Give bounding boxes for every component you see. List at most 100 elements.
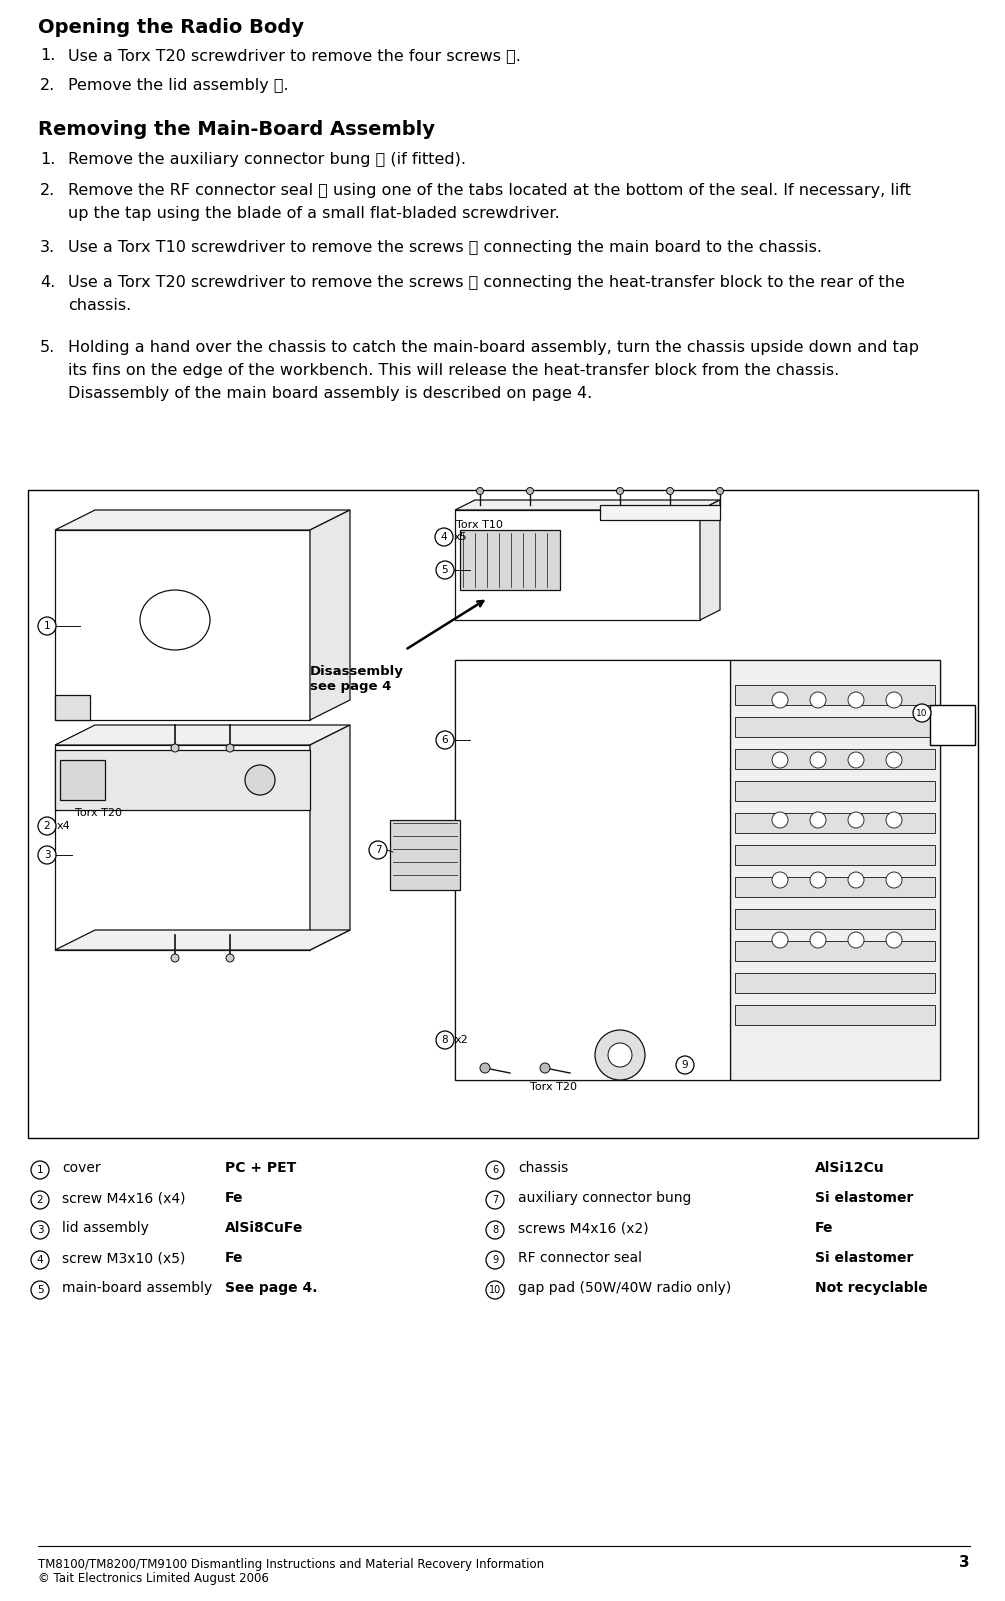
Circle shape [886,812,902,828]
Text: 1.: 1. [40,152,55,167]
Text: 8: 8 [441,1034,448,1045]
Text: 1.: 1. [40,48,55,62]
Circle shape [38,817,56,836]
Circle shape [476,487,483,495]
Circle shape [810,752,826,768]
Circle shape [245,765,275,796]
Text: AlSi12Cu: AlSi12Cu [815,1161,884,1175]
Ellipse shape [140,591,210,650]
Polygon shape [735,813,935,833]
Circle shape [848,932,864,948]
Text: Opening the Radio Body: Opening the Radio Body [38,18,304,37]
Circle shape [913,704,931,722]
Text: Si elastomer: Si elastomer [815,1191,914,1206]
Text: 4.: 4. [40,275,55,290]
Text: 9: 9 [491,1255,498,1265]
Text: up the tap using the blade of a small flat-bladed screwdriver.: up the tap using the blade of a small fl… [68,207,560,221]
Text: See page 4.: See page 4. [225,1281,318,1295]
Circle shape [772,812,788,828]
Text: 6: 6 [491,1166,498,1175]
Polygon shape [460,530,560,591]
Polygon shape [735,781,935,800]
Circle shape [527,487,534,495]
Circle shape [436,560,454,580]
Circle shape [595,1029,645,1081]
Text: Disassembly
see page 4: Disassembly see page 4 [310,664,404,693]
Polygon shape [735,717,935,736]
Text: TM8100/TM8200/TM9100 Dismantling Instructions and Material Recovery Information: TM8100/TM8200/TM9100 Dismantling Instruc… [38,1558,544,1571]
Polygon shape [735,685,935,704]
Text: Si elastomer: Si elastomer [815,1250,914,1265]
Text: screw M3x10 (x5): screw M3x10 (x5) [62,1250,185,1265]
Text: chassis: chassis [518,1161,568,1175]
Circle shape [486,1222,504,1239]
Text: 5: 5 [441,565,448,575]
Circle shape [848,692,864,708]
Text: 3.: 3. [40,240,55,255]
Circle shape [226,744,234,752]
Text: 3: 3 [37,1225,43,1234]
Text: 7: 7 [375,845,381,855]
Text: screw M4x16 (x4): screw M4x16 (x4) [62,1191,186,1206]
Text: cover: cover [62,1161,100,1175]
Polygon shape [735,877,935,897]
Text: 2.: 2. [40,78,55,93]
Text: Use a Torx T20 screwdriver to remove the screws ⓗ connecting the heat-transfer b: Use a Torx T20 screwdriver to remove the… [68,275,905,290]
Text: Remove the auxiliary connector bung ⓖ (if fitted).: Remove the auxiliary connector bung ⓖ (i… [68,152,466,167]
Circle shape [848,812,864,828]
Polygon shape [600,504,720,520]
Text: 4: 4 [37,1255,43,1265]
Text: x5: x5 [454,532,467,543]
Circle shape [810,812,826,828]
Polygon shape [55,530,310,720]
Text: 5.: 5. [40,339,55,355]
Bar [930,704,975,744]
Text: 50W: 50W [932,717,955,727]
Polygon shape [735,941,935,961]
Text: gap pad (50W/40W radio only): gap pad (50W/40W radio only) [518,1281,732,1295]
Circle shape [810,692,826,708]
Circle shape [436,732,454,749]
Circle shape [31,1222,49,1239]
Text: 2: 2 [37,1194,43,1206]
Circle shape [171,744,179,752]
Polygon shape [310,725,350,949]
Circle shape [810,873,826,889]
Circle shape [436,1031,454,1049]
Text: RF connector seal: RF connector seal [518,1250,642,1265]
Polygon shape [455,500,720,511]
Polygon shape [60,760,105,800]
Text: Pemove the lid assembly ⓒ.: Pemove the lid assembly ⓒ. [68,78,288,93]
Text: Not recyclable: Not recyclable [815,1281,928,1295]
Text: 10: 10 [917,709,928,717]
Text: Fe: Fe [815,1222,833,1234]
Text: Use a Torx T20 screwdriver to remove the four screws ⓑ.: Use a Torx T20 screwdriver to remove the… [68,48,521,62]
Polygon shape [735,845,935,865]
Circle shape [38,616,56,636]
Text: Disassembly of the main board assembly is described on page 4.: Disassembly of the main board assembly i… [68,386,592,400]
Text: Use a Torx T10 screwdriver to remove the screws ⓓ connecting the main board to t: Use a Torx T10 screwdriver to remove the… [68,240,822,255]
Circle shape [848,752,864,768]
Circle shape [616,487,623,495]
Text: auxiliary connector bung: auxiliary connector bung [518,1191,691,1206]
Text: 8: 8 [491,1225,498,1234]
Text: 1: 1 [37,1166,43,1175]
Text: chassis.: chassis. [68,298,132,314]
Text: Holding a hand over the chassis to catch the main-board assembly, turn the chass: Holding a hand over the chassis to catch… [68,339,919,355]
Text: 6: 6 [441,735,448,744]
Circle shape [486,1161,504,1178]
Circle shape [38,845,56,865]
Text: main-board assembly: main-board assembly [62,1281,212,1295]
Circle shape [31,1250,49,1270]
Polygon shape [55,744,310,949]
Text: 40W: 40W [932,728,955,736]
Text: Torx T20: Torx T20 [75,809,122,818]
Text: 9: 9 [681,1060,688,1069]
Polygon shape [455,660,940,1081]
Text: lid assembly: lid assembly [62,1222,149,1234]
Polygon shape [55,930,350,949]
Circle shape [772,692,788,708]
Text: 5: 5 [37,1286,43,1295]
Polygon shape [55,511,350,530]
Text: AlSi8CuFe: AlSi8CuFe [225,1222,304,1234]
